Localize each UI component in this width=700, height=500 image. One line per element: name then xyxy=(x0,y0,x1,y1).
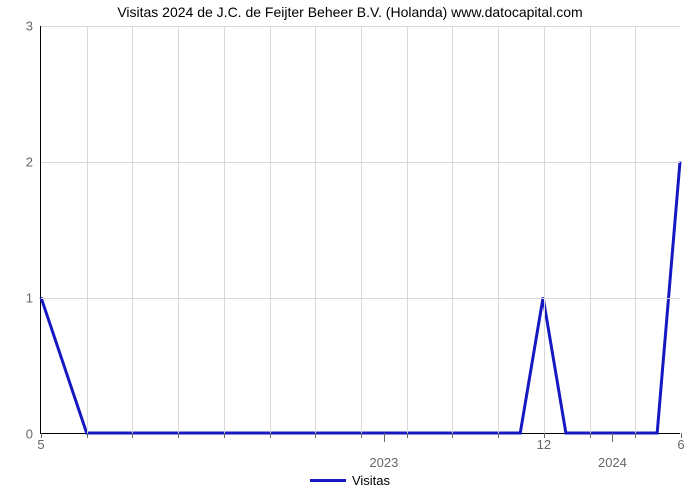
x-tick-minor xyxy=(498,433,499,438)
x-tick-minor xyxy=(452,433,453,438)
x-tick-minor xyxy=(407,433,408,438)
x-tick-minor xyxy=(590,433,591,438)
y-axis-label: 1 xyxy=(26,291,41,306)
legend: Visitas xyxy=(0,470,700,488)
grid-line-v xyxy=(498,26,499,433)
y-axis-label: 2 xyxy=(26,155,41,170)
x-tick-minor xyxy=(87,433,88,438)
x-tick-major xyxy=(384,433,385,442)
grid-line-v xyxy=(315,26,316,433)
plot-area: 0123520231220246 xyxy=(40,26,680,434)
y-axis-label: 3 xyxy=(26,19,41,34)
chart-title: Visitas 2024 de J.C. de Feijter Beheer B… xyxy=(0,4,700,20)
grid-line-v xyxy=(590,26,591,433)
grid-line-v xyxy=(407,26,408,433)
grid-line-v xyxy=(361,26,362,433)
legend-item: Visitas xyxy=(310,473,390,488)
grid-line-v xyxy=(178,26,179,433)
grid-line-v xyxy=(635,26,636,433)
x-tick-minor xyxy=(270,433,271,438)
x-tick-minor xyxy=(361,433,362,438)
x-tick-minor xyxy=(315,433,316,438)
legend-swatch xyxy=(310,479,346,482)
x-axis-label: 2023 xyxy=(369,455,398,470)
x-axis-label: 2024 xyxy=(598,455,627,470)
x-axis-label: 5 xyxy=(37,437,44,452)
x-tick-minor xyxy=(132,433,133,438)
x-tick-minor xyxy=(178,433,179,438)
x-tick-major xyxy=(612,433,613,442)
x-tick-minor xyxy=(224,433,225,438)
x-axis-label: 6 xyxy=(677,437,684,452)
x-tick-minor xyxy=(635,433,636,438)
grid-line-v xyxy=(270,26,271,433)
grid-line-v xyxy=(87,26,88,433)
legend-label: Visitas xyxy=(352,473,390,488)
grid-line-v xyxy=(132,26,133,433)
grid-line-v xyxy=(224,26,225,433)
x-axis-label: 12 xyxy=(537,437,551,452)
chart-container: { "chart": { "type": "line", "title": "V… xyxy=(0,0,700,500)
grid-line-v xyxy=(544,26,545,433)
grid-line-v xyxy=(452,26,453,433)
